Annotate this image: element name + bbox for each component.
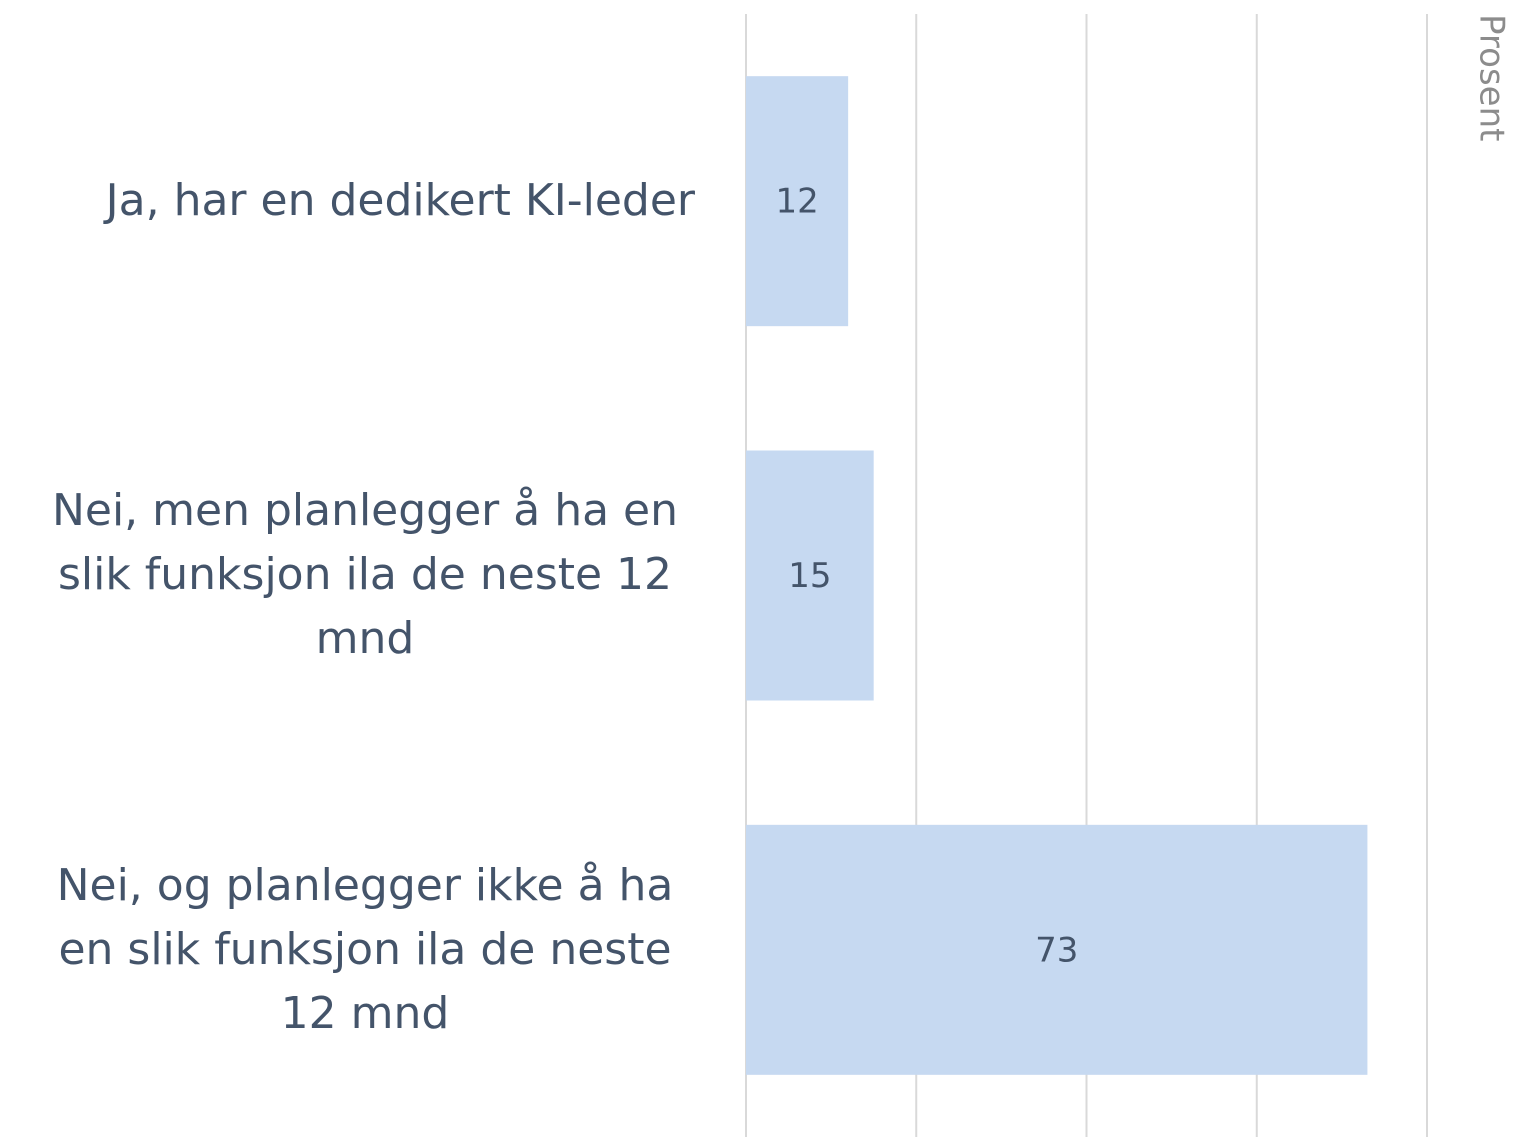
bar [746,450,874,701]
category-label-box: Nei, men planlegger å ha en slik funksjo… [35,388,695,762]
bar [746,76,849,327]
category-label: Ja, har en dedikert KI-leder [105,175,695,227]
data-label: 12 [775,182,818,222]
category-label-box: Nei, og planlegger ikke å ha en slik fun… [35,763,695,1137]
category-label-box: Ja, har en dedikert KI-leder [106,14,695,388]
category-label: Nei, men planlegger å ha en slik funksjo… [51,485,679,665]
axis-label: Prosent [1472,14,1512,141]
bar [746,824,1368,1075]
data-label: 73 [1035,930,1078,970]
category-label: Nei, og planlegger ikke å ha en slik fun… [56,859,674,1039]
data-label: 15 [788,556,831,596]
